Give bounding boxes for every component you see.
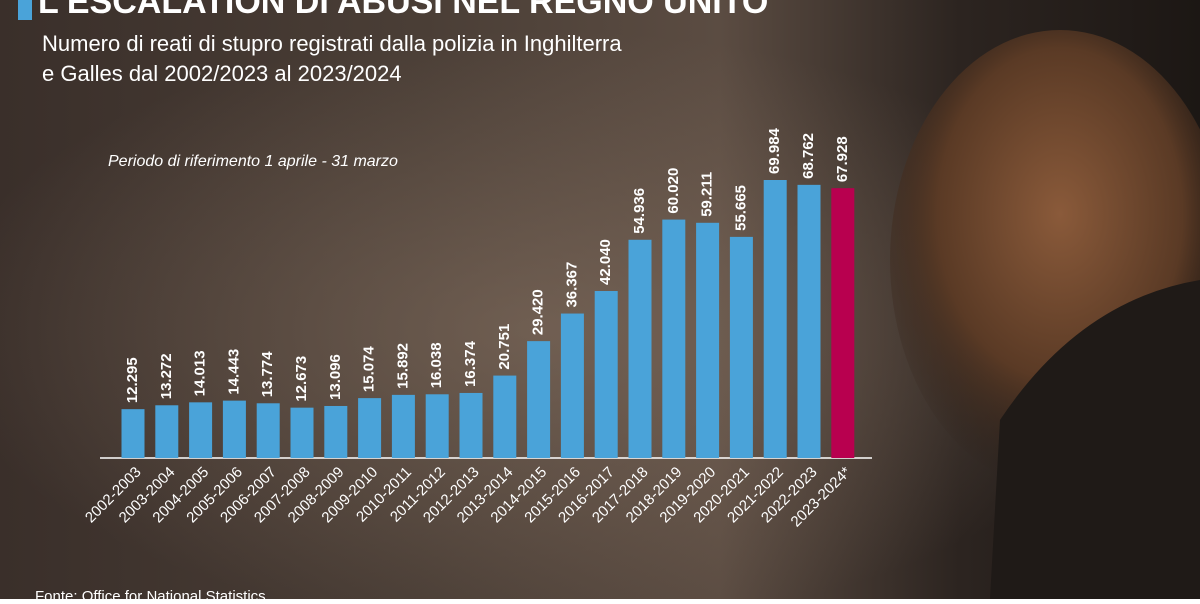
bar — [696, 222, 720, 458]
value-label: 59.211 — [699, 172, 716, 217]
chart-title: L'ESCALATION DI ABUSI NEL REGNO UNITO — [38, 0, 768, 21]
bar — [459, 392, 483, 458]
value-label: 13.272 — [158, 353, 175, 399]
bar — [831, 188, 855, 459]
value-label: 15.892 — [394, 343, 411, 389]
value-label: 67.928 — [834, 136, 851, 182]
bar — [628, 239, 652, 458]
photo-jacket — [990, 280, 1200, 599]
value-label: 54.936 — [631, 188, 648, 234]
bar — [594, 291, 618, 458]
value-label: 55.665 — [732, 185, 749, 231]
bar — [358, 398, 382, 458]
bar — [391, 394, 415, 458]
value-label: 69.984 — [766, 127, 783, 174]
bar — [662, 219, 686, 458]
bar — [797, 184, 821, 459]
bar — [493, 375, 517, 458]
bar — [290, 407, 314, 458]
bar — [256, 403, 280, 458]
bar — [560, 313, 584, 458]
value-label: 15.074 — [361, 346, 378, 393]
value-label: 13.096 — [327, 354, 344, 400]
bar — [222, 400, 246, 458]
source: Fonte: Office for National Statistics — [35, 588, 266, 599]
value-label: 29.420 — [530, 289, 547, 335]
value-label: 16.038 — [428, 342, 445, 388]
subtitle: e Galles dal 2002/2023 al 2023/2024 — [42, 61, 402, 86]
value-label: 13.774 — [259, 351, 276, 398]
value-label: 14.013 — [192, 350, 209, 396]
value-label: 16.374 — [462, 340, 479, 387]
value-label: 12.673 — [293, 356, 310, 402]
bar — [763, 180, 787, 458]
title-marker — [18, 0, 32, 20]
bar — [527, 341, 551, 458]
bar — [155, 405, 179, 458]
value-label: 14.443 — [225, 349, 242, 395]
value-label: 68.762 — [800, 133, 817, 179]
value-label: 36.367 — [563, 262, 580, 308]
value-label: 60.020 — [665, 168, 682, 214]
bar — [425, 394, 449, 458]
value-label: 12.295 — [124, 357, 141, 403]
bar — [324, 405, 348, 458]
bar — [729, 236, 753, 458]
value-label: 20.751 — [496, 324, 513, 370]
note: Periodo di riferimento 1 aprile - 31 mar… — [108, 153, 398, 170]
subtitle: Numero di reati di stupro registrati dal… — [42, 31, 622, 56]
bar — [189, 402, 213, 458]
value-label: 42.040 — [597, 239, 614, 285]
bar — [121, 409, 145, 458]
